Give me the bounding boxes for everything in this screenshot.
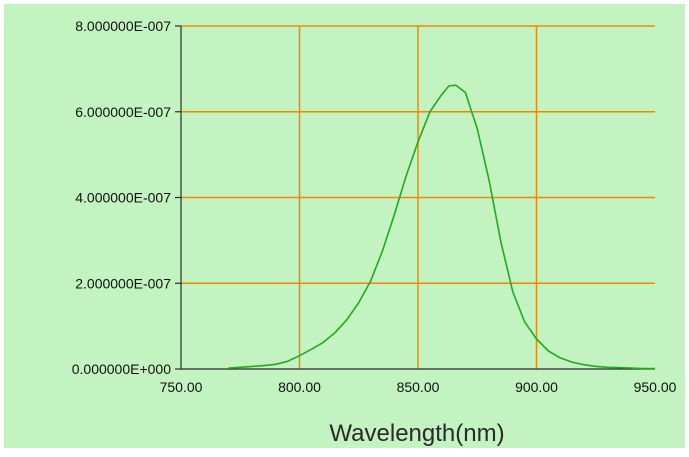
x-tick-label: 800.00: [278, 379, 321, 395]
x-axis-label: Wavelength(nm): [329, 420, 504, 447]
x-tick-label: 750.00: [160, 379, 203, 395]
chart-background: [4, 4, 685, 448]
x-tick-label: 900.00: [515, 379, 558, 395]
tick-labels: 0.000000E+000 2.000000E-007 4.000000E-007 6…: [72, 18, 677, 395]
y-tick-label: 8.000000E-007: [75, 18, 171, 34]
y-tick-label: 2.000000E-007: [75, 275, 171, 291]
series-line: [228, 84, 655, 370]
gridlines: [181, 25, 655, 369]
y-tick-label: 0.000000E+000: [72, 361, 171, 377]
y-tick-label: 6.000000E-007: [75, 104, 171, 120]
x-tick-label: 950.00: [634, 379, 677, 395]
x-tick-label: 850.00: [397, 379, 440, 395]
series-layer: [228, 84, 655, 370]
y-tick-label: 4.000000E-007: [75, 190, 171, 206]
